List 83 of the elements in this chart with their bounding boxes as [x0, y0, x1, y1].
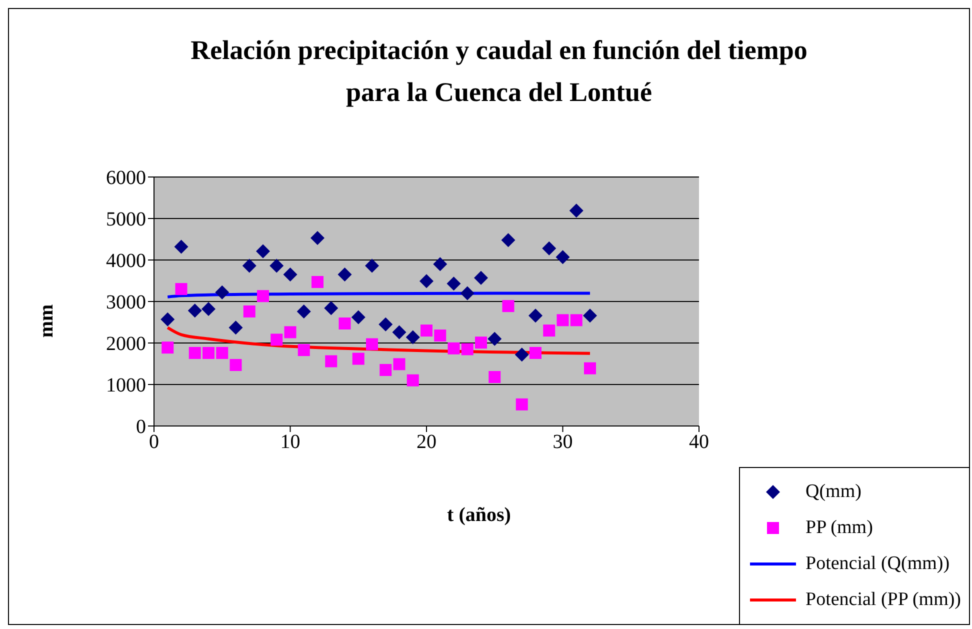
- point: [460, 286, 474, 300]
- point: [433, 257, 448, 272]
- point: [298, 344, 310, 356]
- point: [446, 276, 461, 291]
- point: [420, 324, 432, 337]
- point: [583, 308, 597, 323]
- point: [365, 258, 379, 273]
- point: [501, 233, 516, 248]
- point: [584, 362, 596, 374]
- point: [461, 343, 474, 356]
- point: [378, 317, 393, 332]
- line-series: [166, 326, 592, 355]
- point: [174, 240, 188, 254]
- y-axis-title: mm: [36, 304, 58, 338]
- point: [542, 241, 556, 256]
- point: [160, 312, 175, 326]
- y-tick-label: 2000: [106, 333, 146, 356]
- point: [570, 314, 582, 326]
- point: [406, 374, 419, 386]
- point: [514, 348, 529, 362]
- y-tick-label: 1000: [106, 374, 146, 397]
- y-tick-label: 5000: [106, 208, 146, 231]
- point: [569, 204, 584, 218]
- point: [325, 355, 338, 368]
- point: [228, 320, 243, 335]
- point: [502, 300, 514, 312]
- point: [338, 268, 352, 282]
- point: [543, 324, 556, 337]
- point: [270, 334, 283, 346]
- point: [202, 346, 214, 359]
- point: [296, 304, 311, 318]
- y-tick-label: 4000: [106, 250, 146, 272]
- legend-label: PP (mm): [806, 517, 873, 539]
- point: [474, 270, 488, 285]
- point: [310, 231, 324, 246]
- point: [175, 283, 188, 296]
- point: [338, 317, 351, 330]
- y-tick-label: 0: [136, 416, 146, 438]
- point: [475, 336, 487, 349]
- point: [448, 342, 460, 354]
- point: [380, 364, 392, 376]
- point: [256, 244, 270, 258]
- point: [352, 352, 364, 365]
- x-tick-label: 20: [416, 431, 436, 454]
- y-tick-label: 3000: [106, 292, 146, 314]
- point: [434, 330, 446, 342]
- point: [516, 398, 528, 410]
- legend-label: Potencial (PP (mm)): [806, 589, 961, 611]
- point: [488, 332, 502, 346]
- point: [230, 358, 242, 371]
- point: [406, 330, 420, 344]
- y-tick-label: 6000: [106, 167, 146, 190]
- point: [488, 371, 501, 384]
- x-tick-label: 40: [689, 431, 709, 454]
- point: [393, 358, 406, 370]
- point: [188, 346, 201, 359]
- point: [351, 310, 366, 324]
- point: [243, 305, 256, 318]
- x-axis-title: t (años): [447, 504, 511, 527]
- x-tick-label: 10: [280, 431, 300, 454]
- legend-label: Potencial (Q(mm)): [806, 553, 950, 575]
- point: [202, 302, 216, 316]
- point: [392, 325, 406, 340]
- point: [216, 346, 228, 359]
- point: [420, 274, 434, 288]
- point: [270, 258, 284, 273]
- legend-label: Q(mm): [806, 481, 862, 503]
- point: [257, 290, 269, 302]
- point: [162, 342, 174, 354]
- chart-title: Relación precipitación y caudal en función del tiempo para la Cuenca del Lontué: [190, 34, 808, 109]
- point: [242, 258, 256, 273]
- point: [556, 250, 570, 264]
- point: [556, 314, 569, 326]
- point: [188, 304, 202, 318]
- point: [215, 285, 230, 300]
- point: [283, 268, 298, 282]
- point: [530, 346, 542, 359]
- point: [284, 326, 296, 338]
- point: [324, 301, 338, 316]
- x-tick-label: 30: [552, 431, 573, 454]
- point: [312, 276, 324, 288]
- point: [366, 338, 378, 350]
- point: [528, 308, 542, 323]
